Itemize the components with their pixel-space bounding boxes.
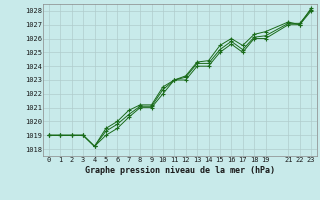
X-axis label: Graphe pression niveau de la mer (hPa): Graphe pression niveau de la mer (hPa)	[85, 166, 275, 175]
